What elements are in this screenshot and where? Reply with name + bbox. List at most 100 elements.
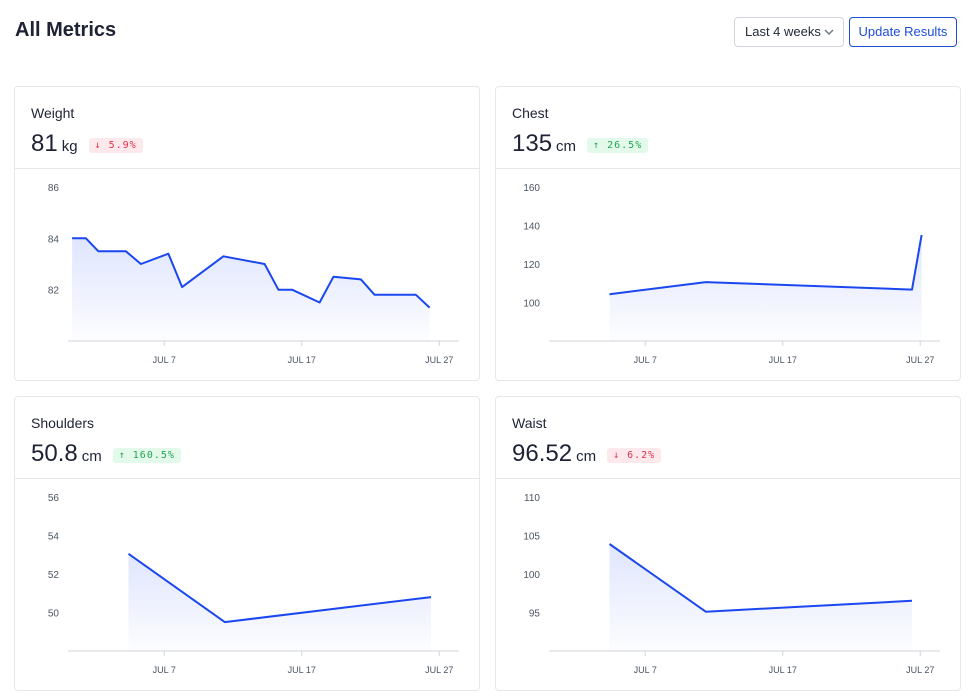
series-line xyxy=(127,552,432,624)
x-tick-label: JUL 27 xyxy=(906,665,934,675)
data-point xyxy=(909,598,915,604)
y-tick-label: 105 xyxy=(523,532,540,543)
chest-chart: 100 120 140 160 JUL 7 JUL 17 JUL 27 xyxy=(523,183,940,365)
data-point xyxy=(123,248,129,254)
data-point xyxy=(607,541,613,547)
y-tick-label: 56 xyxy=(48,493,60,504)
series-line xyxy=(608,543,913,613)
arrow-up-icon: ↑ xyxy=(593,140,601,151)
update-results-button[interactable]: Update Results xyxy=(849,17,957,47)
weight-chart: 82 84 86 JUL 7 JUL 17 JUL 27 xyxy=(48,183,459,365)
metric-card-weight[interactable]: Weight 81 kg ↓ 5.9% 82 84 86 JUL 7 JUL 17 JUL… xyxy=(14,86,480,381)
data-point xyxy=(220,253,226,259)
data-point xyxy=(262,261,268,267)
change-value: 6.2% xyxy=(627,450,656,461)
x-tick-label: JUL 7 xyxy=(634,355,657,365)
x-tick-label: JUL 17 xyxy=(769,665,797,675)
x-tick-label: JUL 27 xyxy=(906,355,934,365)
data-point xyxy=(703,279,709,285)
data-point xyxy=(919,232,925,238)
y-tick-label: 100 xyxy=(523,570,540,581)
change-badge: ↓ 5.9% xyxy=(88,138,143,153)
metric-name: Shoulders xyxy=(31,415,95,431)
data-point xyxy=(330,274,336,280)
data-point xyxy=(289,287,295,293)
metric-card-waist[interactable]: Waist 96.52 cm ↓ 6.2% 95 100 105 110 JUL 7 JU… xyxy=(495,396,961,691)
data-point xyxy=(358,276,364,282)
data-point xyxy=(413,292,419,298)
series-line xyxy=(609,234,923,296)
y-tick-label: 110 xyxy=(524,493,540,504)
x-tick-label: JUL 27 xyxy=(425,355,453,365)
date-range-label: Last 4 weeks xyxy=(745,24,821,39)
y-tick-label: 100 xyxy=(523,299,540,310)
data-point xyxy=(317,300,323,306)
x-tick-label: JUL 7 xyxy=(153,665,176,675)
series-area xyxy=(609,235,922,341)
arrow-up-icon: ↑ xyxy=(118,450,126,461)
data-point xyxy=(428,594,434,600)
metric-card-shoulders[interactable]: Shoulders 50.8 cm ↑ 160.5% 50 52 54 56 JUL 7… xyxy=(14,396,480,691)
y-tick-label: 95 xyxy=(529,609,541,620)
metric-name: Chest xyxy=(512,105,549,121)
data-point xyxy=(222,619,228,625)
x-tick-label: JUL 7 xyxy=(153,355,176,365)
metric-value: 81 xyxy=(31,130,58,157)
series-area xyxy=(128,553,431,651)
change-value: 5.9% xyxy=(108,140,137,151)
change-value: 160.5% xyxy=(132,450,175,461)
y-tick-label: 52 xyxy=(48,570,60,581)
data-point xyxy=(607,291,613,297)
data-point xyxy=(83,235,89,241)
metric-card-chest[interactable]: Chest 135 cm ↑ 26.5% 100 120 140 160 JUL 7 JU… xyxy=(495,86,961,381)
change-badge: ↑ 160.5% xyxy=(112,448,181,463)
change-value: 26.5% xyxy=(607,140,643,151)
data-point xyxy=(179,284,185,290)
data-point xyxy=(275,287,281,293)
metric-unit: cm xyxy=(81,448,102,465)
x-tick-label: JUL 27 xyxy=(425,665,453,675)
y-tick-label: 120 xyxy=(523,260,540,271)
divider xyxy=(496,168,960,169)
series-area xyxy=(609,544,912,651)
waist-chart: 95 100 105 110 JUL 7 JUL 17 JUL 27 xyxy=(523,493,940,675)
data-point xyxy=(427,305,433,311)
x-tick-label: JUL 17 xyxy=(288,355,316,365)
data-point xyxy=(126,551,132,557)
metric-name: Waist xyxy=(512,415,547,431)
data-point xyxy=(372,292,378,298)
data-point xyxy=(69,235,75,241)
y-tick-label: 54 xyxy=(48,532,60,543)
y-tick-label: 50 xyxy=(48,609,60,620)
data-point xyxy=(703,609,709,615)
y-tick-label: 160 xyxy=(523,183,540,194)
series-area xyxy=(72,238,430,341)
arrow-down-icon: ↓ xyxy=(94,140,102,151)
data-point xyxy=(909,287,915,293)
metric-name: Weight xyxy=(31,105,75,121)
x-tick-label: JUL 17 xyxy=(288,665,316,675)
divider xyxy=(15,168,479,169)
series-line xyxy=(72,237,431,309)
date-range-select[interactable]: Last 4 weeks xyxy=(734,17,844,47)
data-point xyxy=(165,251,171,257)
y-tick-label: 86 xyxy=(48,183,60,194)
data-point xyxy=(138,261,144,267)
divider xyxy=(15,478,479,479)
metric-unit: cm xyxy=(576,448,597,465)
arrow-down-icon: ↓ xyxy=(613,450,621,461)
x-tick-label: JUL 7 xyxy=(634,665,657,675)
y-tick-label: 82 xyxy=(48,286,60,297)
data-point xyxy=(95,248,101,254)
metric-value: 96.52 xyxy=(512,440,573,467)
x-tick-label: JUL 17 xyxy=(769,355,797,365)
page-title: All Metrics xyxy=(15,19,117,41)
metric-unit: cm xyxy=(556,138,577,155)
shoulders-chart: 50 52 54 56 JUL 7 JUL 17 JUL 27 xyxy=(48,493,459,675)
y-tick-label: 84 xyxy=(48,234,60,245)
metric-value: 50.8 xyxy=(31,440,78,467)
change-badge: ↓ 6.2% xyxy=(607,448,662,463)
divider xyxy=(496,478,960,479)
change-badge: ↑ 26.5% xyxy=(587,138,649,153)
metric-value: 135 xyxy=(512,130,553,157)
